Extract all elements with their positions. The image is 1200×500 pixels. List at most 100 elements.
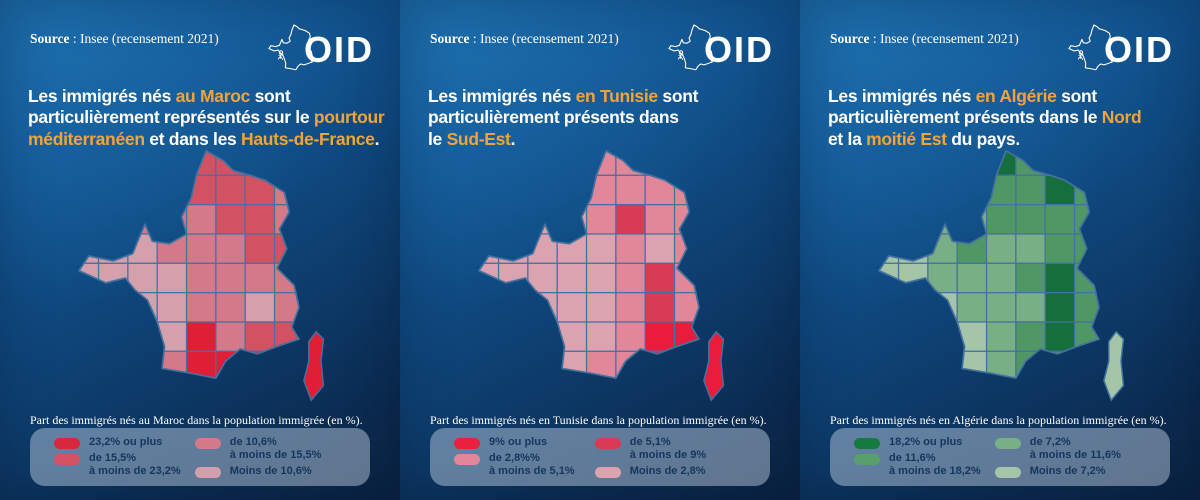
department-cell	[127, 262, 158, 294]
department-cell	[499, 381, 528, 410]
title-text: Les immigrés nés	[828, 86, 976, 106]
legend-item: de 2,8%% à moins de 5,1%	[454, 452, 595, 478]
department-cell	[644, 292, 676, 323]
department-cell	[879, 204, 900, 235]
department-cell	[956, 262, 988, 294]
source-label: Source	[430, 31, 470, 46]
department-cell	[79, 350, 100, 379]
department-cell	[273, 350, 299, 379]
map-caption: Part des immigrés nés au Maroc dans la p…	[30, 413, 363, 427]
department-cell	[273, 262, 299, 294]
legend-column-left: 23,2% ou plus de 15,5% à moins de 23,2%	[54, 436, 195, 478]
department-cell	[927, 321, 958, 352]
department-cell	[79, 233, 100, 264]
legend-label: de 5,1% à moins de 9%	[629, 436, 707, 462]
department-cell	[956, 150, 988, 176]
title-text: et la	[828, 128, 867, 149]
department-cell	[215, 174, 246, 206]
department-cell	[244, 150, 276, 176]
legend-label: Moins de 2,8%	[629, 465, 706, 478]
department-cell	[556, 233, 588, 264]
department-cell	[585, 204, 617, 235]
department-cell	[1016, 381, 1045, 410]
france-outline	[878, 150, 1100, 380]
department-cell	[1044, 233, 1076, 264]
department-cell	[97, 150, 129, 176]
map-caption: Part des immigrés nés en Algérie dans la…	[830, 413, 1167, 427]
france-choropleth-map	[430, 146, 770, 410]
legend-item: Moins de 10,6%	[194, 465, 360, 479]
department-cell	[1104, 263, 1133, 292]
map-caption: Part des immigrés nés en Tunisie dans la…	[430, 413, 767, 427]
title-highlight: au Maroc	[175, 86, 251, 106]
department-cell	[497, 150, 529, 176]
department-cell	[215, 262, 246, 294]
department-cell	[879, 174, 900, 206]
legend-item: de 10,6% à moins de 15,5%	[194, 436, 360, 462]
department-cell	[1044, 321, 1076, 352]
department-cell	[556, 150, 588, 176]
department-cell	[644, 174, 676, 206]
department-cell	[528, 381, 557, 410]
department-cell	[275, 381, 304, 410]
department-cell	[215, 204, 246, 235]
department-cell	[585, 233, 617, 264]
department-cell	[928, 381, 957, 410]
department-cell	[479, 150, 500, 176]
legend-swatch	[854, 438, 880, 449]
department-cell	[615, 233, 646, 264]
department-cell	[497, 204, 529, 235]
department-cell	[675, 381, 704, 410]
title-text: particulièrement présents dans le	[828, 107, 1102, 128]
department-cell	[185, 321, 217, 352]
department-cell	[585, 350, 617, 379]
department-cell	[927, 262, 958, 294]
department-cell	[616, 381, 645, 410]
department-cell	[127, 321, 158, 352]
department-cell	[215, 350, 246, 379]
department-cell	[1015, 150, 1046, 176]
department-cell	[479, 204, 500, 235]
department-cell	[879, 233, 900, 264]
department-cell	[1015, 174, 1046, 206]
department-cell	[985, 292, 1017, 323]
legend-label: Moins de 10,6%	[229, 465, 312, 478]
department-cell	[957, 381, 986, 410]
department-cell	[127, 174, 158, 206]
legend-label: de 7,2% à moins de 11,6%	[1029, 436, 1121, 462]
department-cell	[704, 175, 733, 204]
department-cell	[527, 350, 558, 379]
source-rest: : Insee (recensement 2021)	[869, 31, 1019, 46]
department-cell	[244, 292, 276, 323]
department-cell	[897, 174, 929, 206]
legend-swatch	[994, 438, 1021, 449]
department-cell	[1104, 146, 1133, 175]
department-cell	[927, 233, 958, 264]
legend-column-left: 9% ou plus de 2,8%% à moins de 5,1%	[454, 436, 595, 478]
department-cell	[704, 146, 733, 175]
department-cell	[1073, 321, 1099, 352]
france-map-svg	[478, 146, 733, 410]
department-cell	[879, 350, 900, 379]
department-cell	[985, 262, 1017, 294]
source-rest: : Insee (recensement 2021)	[69, 31, 219, 46]
oid-logo-text: OID	[703, 29, 774, 70]
department-cell	[156, 292, 188, 323]
legend-swatch	[194, 467, 221, 479]
department-cell	[1015, 204, 1046, 235]
france-outline-icon	[1068, 24, 1113, 71]
department-cell	[897, 350, 929, 379]
legend-item: de 7,2% à moins de 11,6%	[994, 436, 1160, 462]
department-cell	[185, 174, 217, 206]
department-cell	[704, 234, 733, 263]
department-cell	[156, 262, 188, 294]
infographic-panel: Source : Insee (recensement 2021) OID Le…	[400, 0, 800, 500]
title-highlight: Sud-Est	[446, 128, 511, 149]
department-cell	[897, 321, 929, 352]
department-cell	[245, 381, 274, 410]
legend-item: Moins de 2,8%	[594, 465, 760, 479]
department-cell	[557, 381, 586, 410]
department-cell	[304, 293, 333, 322]
department-cell	[527, 174, 558, 206]
legend-swatch	[454, 454, 480, 466]
